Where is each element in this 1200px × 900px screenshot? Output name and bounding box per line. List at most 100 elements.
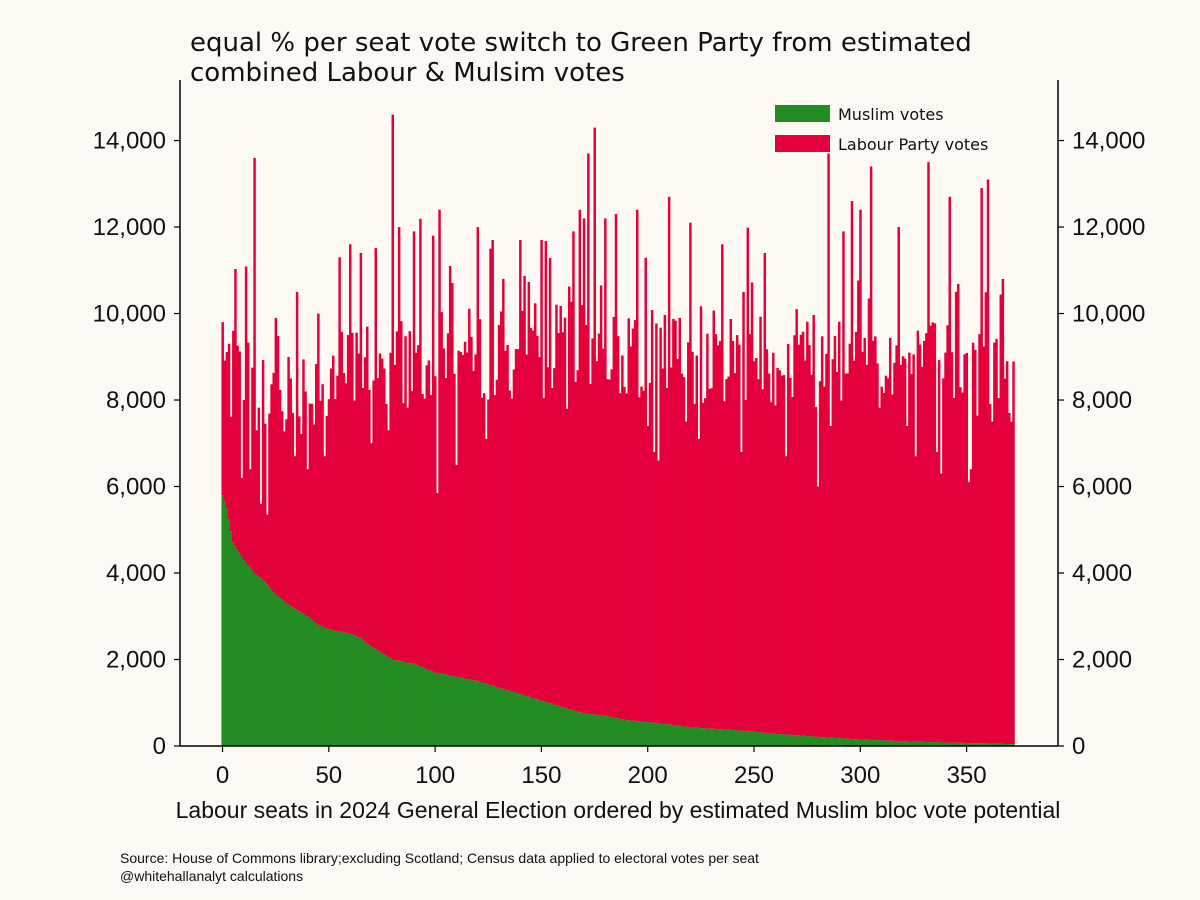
- labour-bar: [363, 357, 367, 642]
- labour-bar: [721, 244, 724, 730]
- labour-bar: [274, 317, 278, 595]
- muslim-bar: [957, 742, 960, 746]
- labour-bar: [865, 364, 869, 740]
- muslim-bar: [510, 691, 514, 746]
- labour-bar: [553, 368, 556, 705]
- labour-bar: [923, 340, 926, 742]
- muslim-bar: [482, 683, 486, 746]
- muslim-bar: [417, 665, 420, 746]
- muslim-bar: [385, 655, 388, 746]
- labour-bar: [227, 343, 231, 520]
- muslim-bar: [854, 739, 858, 746]
- muslim-bar: [937, 742, 941, 746]
- labour-bar: [891, 394, 894, 741]
- muslim-bar: [750, 731, 754, 746]
- labour-bar: [229, 416, 233, 532]
- muslim-bar: [240, 556, 244, 746]
- labour-bar: [510, 398, 514, 692]
- labour-bar: [971, 342, 975, 744]
- muslim-bar: [314, 623, 318, 746]
- muslim-bar: [621, 719, 624, 746]
- labour-bar: [884, 375, 888, 741]
- labour-bar: [676, 359, 679, 726]
- labour-bar: [759, 316, 762, 733]
- muslim-bar: [480, 682, 484, 746]
- labour-bar: [695, 355, 699, 728]
- muslim-bar: [582, 713, 586, 746]
- labour-bar: [323, 456, 326, 628]
- muslim-bar: [604, 715, 607, 746]
- labour-bar: [755, 358, 758, 732]
- muslim-bar: [444, 674, 448, 746]
- muslim-bar: [521, 694, 524, 746]
- muslim-bar: [497, 687, 501, 746]
- labour-bar: [984, 292, 988, 744]
- labour-bar: [448, 265, 452, 676]
- y-tick-label-left: 4,000: [106, 560, 166, 587]
- labour-bar: [974, 349, 977, 744]
- muslim-bar: [735, 730, 739, 746]
- labour-bar: [453, 373, 456, 677]
- x-axis-label: Labour seats in 2024 General Election or…: [176, 797, 1061, 823]
- muslim-bar: [295, 609, 299, 746]
- labour-bar: [412, 231, 416, 664]
- labour-bar: [504, 350, 507, 690]
- muslim-bar: [969, 743, 973, 746]
- labour-bar: [550, 387, 554, 704]
- muslim-bar: [287, 604, 290, 746]
- labour-bar: [255, 430, 258, 575]
- labour-bar: [440, 312, 443, 674]
- muslim-bar: [304, 614, 307, 746]
- legend-label-labour: Labour Party votes: [838, 135, 988, 154]
- labour-bar: [661, 368, 664, 724]
- muslim-bar: [710, 728, 713, 746]
- labour-bar: [901, 356, 905, 742]
- labour-bar: [251, 367, 254, 571]
- muslim-bar: [283, 601, 286, 746]
- labour-bar: [769, 402, 773, 734]
- muslim-bar: [716, 729, 720, 746]
- muslim-bar: [548, 703, 552, 746]
- muslim-bar: [935, 742, 939, 746]
- labour-bar: [508, 390, 511, 691]
- muslim-bar: [266, 584, 269, 746]
- labour-bar: [659, 327, 662, 724]
- muslim-bar: [778, 734, 781, 746]
- muslim-bar: [357, 637, 360, 746]
- labour-bar: [948, 196, 951, 743]
- muslim-bar: [663, 723, 667, 746]
- muslim-bar: [867, 739, 871, 746]
- labour-bar: [776, 367, 779, 735]
- labour-bar: [765, 349, 769, 734]
- labour-bar: [931, 322, 934, 743]
- muslim-bar: [680, 726, 684, 746]
- muslim-bar: [599, 715, 603, 746]
- muslim-bar: [725, 729, 728, 746]
- labour-bar: [993, 342, 996, 744]
- muslim-bar: [366, 643, 369, 746]
- muslim-bar: [355, 636, 358, 746]
- muslim-bar: [886, 740, 890, 746]
- labour-bar: [786, 343, 790, 735]
- muslim-bar: [363, 641, 367, 746]
- muslim-bar: [619, 718, 622, 746]
- labour-bar: [485, 438, 488, 684]
- muslim-bar: [353, 635, 356, 746]
- labour-bar: [999, 294, 1003, 744]
- muslim-bar: [508, 690, 511, 746]
- muslim-bar: [506, 690, 509, 746]
- labour-bar: [903, 358, 907, 742]
- muslim-bar: [767, 733, 771, 746]
- muslim-bar: [910, 741, 913, 746]
- labour-bar: [329, 368, 333, 630]
- labour-bar: [848, 343, 852, 739]
- x-tick-label: 150: [521, 762, 561, 789]
- muslim-bar: [916, 741, 920, 746]
- muslim-bar: [410, 663, 414, 746]
- labour-bar: [997, 398, 1000, 744]
- muslim-bar: [757, 732, 760, 746]
- labour-bar: [619, 393, 622, 719]
- labour-bar: [905, 425, 909, 742]
- labour-bar: [461, 354, 465, 679]
